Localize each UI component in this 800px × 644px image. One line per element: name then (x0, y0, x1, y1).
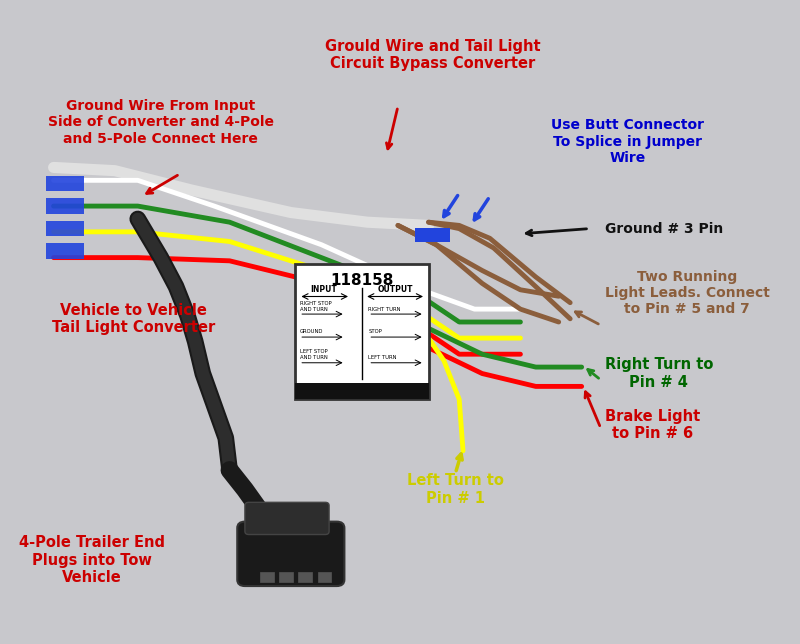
Text: Two Running
Light Leads. Connect
to Pin # 5 and 7: Two Running Light Leads. Connect to Pin … (605, 270, 770, 316)
Text: Right Turn to
Pin # 4: Right Turn to Pin # 4 (605, 357, 713, 390)
FancyBboxPatch shape (238, 522, 344, 586)
Text: Ground Wire From Input
Side of Converter and 4-Pole
and 5-Pole Connect Here: Ground Wire From Input Side of Converter… (48, 99, 274, 146)
Text: Brake Light
to Pin # 6: Brake Light to Pin # 6 (605, 409, 700, 441)
Text: Left Turn to
Pin # 1: Left Turn to Pin # 1 (407, 473, 504, 506)
Text: RIGHT TURN: RIGHT TURN (368, 307, 401, 312)
Text: 4-Pole Trailer End
Plugs into Tow
Vehicle: 4-Pole Trailer End Plugs into Tow Vehicl… (19, 535, 165, 585)
Text: Vehicle to Vehicle
Tail Light Converter: Vehicle to Vehicle Tail Light Converter (52, 303, 215, 335)
Bar (318, 572, 331, 582)
Text: RIGHT STOP
AND TURN: RIGHT STOP AND TURN (300, 301, 332, 312)
Text: LEFT STOP
AND TURN: LEFT STOP AND TURN (300, 350, 328, 360)
Text: Grould Wire and Tail Light
Circuit Bypass Converter: Grould Wire and Tail Light Circuit Bypas… (325, 39, 540, 71)
Text: GROUND: GROUND (300, 330, 323, 334)
Bar (298, 572, 312, 582)
Bar (260, 572, 274, 582)
FancyBboxPatch shape (245, 502, 329, 535)
Bar (415, 228, 450, 242)
Text: Use Butt Connector
To Splice in Jumper
Wire: Use Butt Connector To Splice in Jumper W… (551, 118, 704, 165)
Bar (46, 243, 84, 259)
Text: STOP: STOP (368, 330, 382, 334)
Text: Ground # 3 Pin: Ground # 3 Pin (605, 222, 723, 236)
Text: INPUT: INPUT (310, 285, 338, 294)
Bar (294, 383, 429, 399)
Bar (279, 572, 293, 582)
Text: OUTPUT: OUTPUT (378, 285, 413, 294)
Text: 118158: 118158 (330, 273, 394, 288)
Bar (46, 176, 84, 191)
Bar (46, 198, 84, 214)
FancyBboxPatch shape (294, 264, 429, 399)
Bar (46, 221, 84, 236)
Text: LEFT TURN: LEFT TURN (368, 355, 397, 360)
